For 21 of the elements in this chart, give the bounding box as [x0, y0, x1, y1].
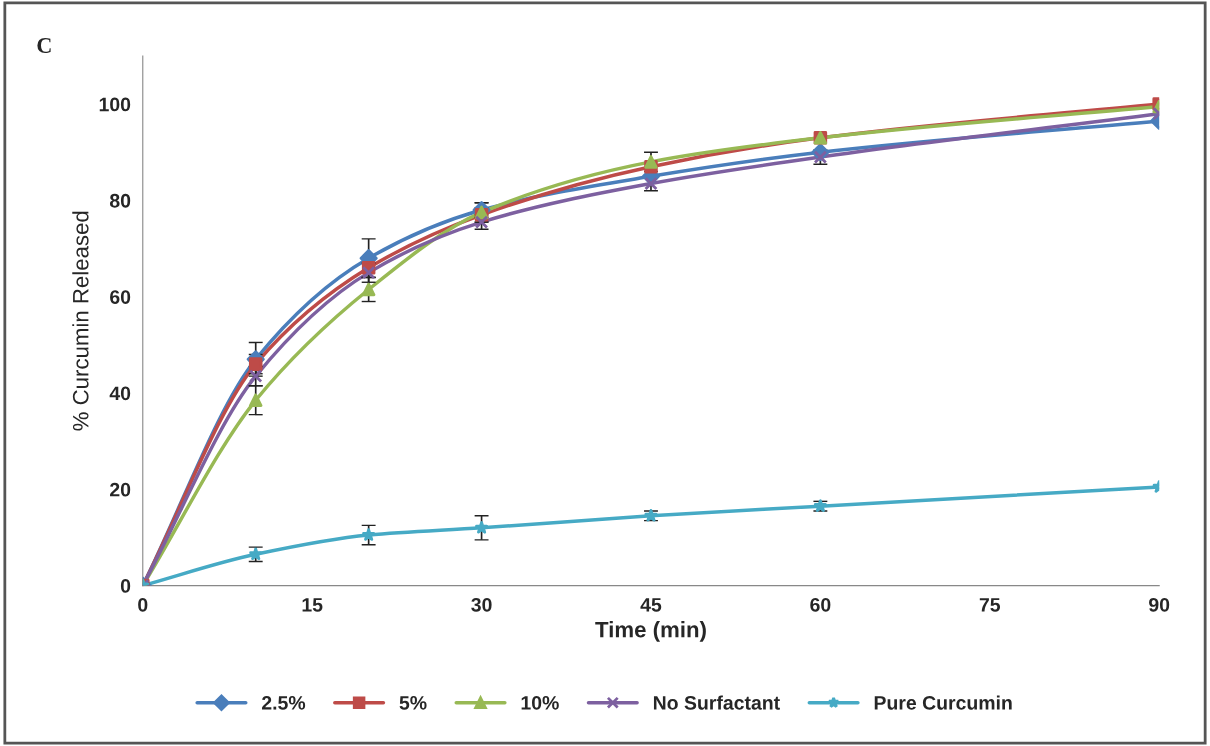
- y-tick-label: 100: [99, 97, 131, 112]
- y-tick-label: 60: [110, 290, 131, 304]
- y-tick-label: 80: [109, 193, 131, 208]
- legend-label: 5%: [399, 696, 427, 710]
- y-tick-label: 40: [109, 386, 131, 401]
- x-tick-label: 60: [810, 597, 831, 612]
- legend-label: Pure Curcumin: [874, 695, 1012, 710]
- y-tick-label: 0: [120, 579, 131, 593]
- x-tick-label: 75: [979, 598, 1001, 612]
- x-tick-label: 45: [640, 598, 662, 612]
- x-tick-label: 0: [138, 597, 148, 612]
- y-axis-title: % Curcumin Released: [72, 211, 89, 431]
- chart-title: C: [37, 38, 51, 53]
- x-tick-label: 15: [302, 598, 323, 612]
- y-tick-label: 20: [110, 482, 131, 497]
- legend-label: 2.5%: [262, 695, 306, 710]
- legend-label: 10%: [521, 695, 559, 710]
- x-axis-title: Time (min): [595, 621, 706, 642]
- x-tick-label: 90: [1149, 597, 1170, 612]
- x-tick-label: 30: [471, 597, 492, 612]
- legend-label: No Surfactant: [653, 695, 780, 710]
